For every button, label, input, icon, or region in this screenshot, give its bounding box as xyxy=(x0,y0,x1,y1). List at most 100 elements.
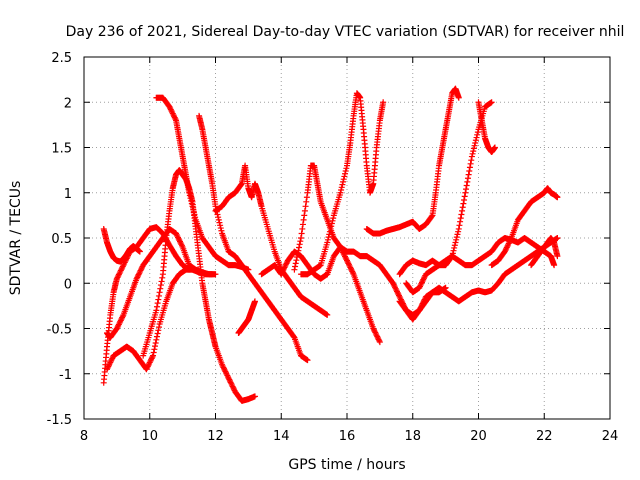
data-point-marker xyxy=(464,178,471,185)
data-point-marker xyxy=(169,110,176,117)
data-point-marker xyxy=(342,170,349,177)
plot-frame xyxy=(83,56,611,420)
data-point-marker xyxy=(292,260,299,267)
data-point-marker xyxy=(468,153,475,160)
data-point-marker xyxy=(294,250,301,257)
data-point-marker xyxy=(153,307,160,314)
data-point-marker xyxy=(503,244,510,251)
data-point-marker xyxy=(347,265,354,272)
y-tick-label: 0.5 xyxy=(51,232,72,247)
data-point-marker xyxy=(296,241,303,248)
data-point-marker xyxy=(371,328,378,335)
data-point-marker xyxy=(118,315,125,322)
data-point-marker xyxy=(134,273,141,280)
data-point-marker xyxy=(460,200,467,207)
series-arc-17 xyxy=(403,235,558,296)
data-point-marker xyxy=(178,242,185,249)
data-point-marker xyxy=(418,280,425,287)
data-point-marker xyxy=(283,260,290,267)
x-axis-label: GPS time / hours xyxy=(288,457,405,473)
series-arc-7 xyxy=(196,112,311,364)
data-point-marker xyxy=(451,244,458,251)
data-point-marker xyxy=(291,266,298,273)
data-point-marker xyxy=(146,359,153,366)
data-point-marker xyxy=(341,252,348,259)
x-tick-label: 12 xyxy=(207,429,224,444)
data-point-marker xyxy=(118,266,125,273)
data-point-marker xyxy=(226,376,233,383)
data-point-marker xyxy=(339,181,346,188)
y-axis-label: SDTVAR / TECUs xyxy=(8,181,24,296)
data-point-marker xyxy=(153,303,160,310)
data-point-marker xyxy=(113,275,120,282)
data-point-marker xyxy=(349,268,356,275)
data-point-marker xyxy=(292,263,299,270)
data-point-marker xyxy=(416,284,423,291)
data-point-marker xyxy=(455,94,462,101)
data-point-marker xyxy=(459,204,466,211)
data-point-marker xyxy=(115,321,122,328)
data-point-marker xyxy=(370,326,377,333)
data-point-marker xyxy=(117,267,124,274)
data-point-marker xyxy=(170,111,177,118)
data-point-marker xyxy=(337,189,344,196)
data-point-marker xyxy=(301,212,308,219)
data-point-marker xyxy=(219,363,226,370)
y-tick-label: -0.5 xyxy=(47,323,72,338)
data-point-marker xyxy=(346,263,353,270)
data-point-marker xyxy=(228,382,235,389)
data-point-marker xyxy=(450,247,457,254)
data-point-marker xyxy=(345,261,352,268)
data-point-marker xyxy=(143,366,150,373)
data-point-marker xyxy=(117,318,124,325)
y-tick-label: 0 xyxy=(64,277,72,292)
data-point-marker xyxy=(157,285,164,292)
data-point-marker xyxy=(150,352,157,359)
data-point-marker xyxy=(373,332,380,339)
data-point-marker xyxy=(155,296,162,303)
data-point-marker xyxy=(504,243,511,250)
data-point-marker xyxy=(156,289,163,296)
data-point-marker xyxy=(347,264,354,271)
data-point-marker xyxy=(458,211,465,218)
data-point-marker xyxy=(279,268,286,275)
series-arc-9 xyxy=(235,298,258,337)
data-point-marker xyxy=(148,355,155,362)
data-point-marker xyxy=(227,379,234,386)
data-point-marker xyxy=(136,270,143,277)
data-point-marker xyxy=(455,225,462,232)
data-point-marker xyxy=(296,244,303,251)
data-point-marker xyxy=(217,222,224,229)
data-point-marker xyxy=(136,268,143,275)
data-point-marker xyxy=(223,371,230,378)
data-point-marker xyxy=(390,281,397,288)
series-arc-8 xyxy=(212,162,331,318)
data-point-marker xyxy=(173,230,180,237)
data-point-marker xyxy=(338,187,345,194)
data-point-marker xyxy=(144,363,151,370)
data-point-marker xyxy=(554,235,561,241)
data-point-marker xyxy=(282,263,289,270)
data-point-marker xyxy=(108,356,115,363)
data-point-marker xyxy=(343,165,350,172)
data-point-marker xyxy=(168,107,175,114)
data-point-marker xyxy=(113,325,120,332)
data-point-marker xyxy=(223,369,230,376)
data-point-marker xyxy=(463,182,470,189)
data-point-marker xyxy=(146,360,153,367)
y-tick-label: 1 xyxy=(64,187,72,202)
data-point-marker xyxy=(225,375,232,382)
data-point-marker xyxy=(419,277,426,284)
data-point-marker xyxy=(167,105,174,112)
data-point-marker xyxy=(186,189,193,196)
data-point-marker xyxy=(376,339,383,346)
data-point-marker xyxy=(299,221,306,228)
data-point-marker xyxy=(302,203,309,210)
data-point-marker xyxy=(461,193,468,200)
data-point-marker xyxy=(455,228,462,235)
data-point-marker xyxy=(392,285,399,292)
data-point-marker xyxy=(281,264,288,271)
data-point-marker xyxy=(301,207,308,214)
data-point-marker xyxy=(109,355,116,362)
data-point-marker xyxy=(123,256,130,263)
